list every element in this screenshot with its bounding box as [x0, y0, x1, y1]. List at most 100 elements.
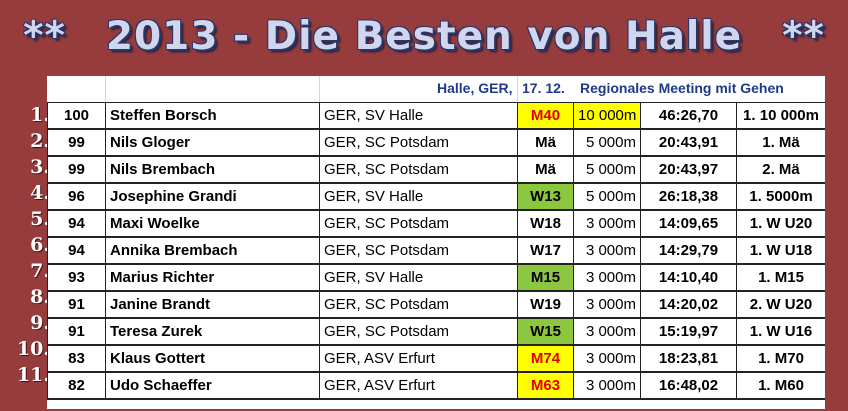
- age-class-cell: M63: [517, 371, 574, 400]
- athlete-name-cell: Maxi Woelke: [105, 209, 320, 238]
- points-cell: 94: [47, 209, 106, 238]
- club-cell: GER, ASV Erfurt: [319, 371, 518, 400]
- title-stars-left: **: [23, 14, 66, 59]
- table-row: 93 Marius Richter GER, SV Halle M15 3 000m 14…: [47, 263, 825, 292]
- placement-cell: 1. 5000m: [736, 182, 825, 211]
- rank-label: 1.: [30, 104, 50, 126]
- time-cell: 14:09,65: [640, 209, 737, 238]
- rank-label: 5.: [30, 208, 50, 230]
- distance-cell: 5 000m: [573, 182, 641, 211]
- table-row: 99 Nils Brembach GER, SC Potsdam Mä 5 000m 20…: [47, 155, 825, 184]
- placement-cell: 1. W U16: [736, 317, 825, 346]
- distance-cell: 3 000m: [573, 317, 641, 346]
- club-cell: GER, SV Halle: [319, 263, 518, 292]
- points-cell: 94: [47, 236, 106, 265]
- age-class-cell: W15: [517, 317, 574, 346]
- age-class-cell: Mä: [517, 128, 574, 157]
- athlete-name-cell: Janine Brandt: [105, 290, 320, 319]
- time-cell: 14:10,40: [640, 263, 737, 292]
- rank-label: 6.: [30, 234, 50, 256]
- distance-cell: 3 000m: [573, 371, 641, 400]
- age-class-cell: M74: [517, 344, 574, 373]
- rank-label: 2.: [30, 130, 50, 152]
- time-cell: 26:18,38: [640, 182, 737, 211]
- table-row: 82 Udo Schaeffer GER, ASV Erfurt M63 3 000m 1…: [47, 371, 825, 400]
- placement-cell: 1. 10 000m: [736, 102, 825, 130]
- points-cell: 82: [47, 371, 106, 400]
- athlete-name-cell: Marius Richter: [105, 263, 320, 292]
- time-cell: 15:19,97: [640, 317, 737, 346]
- table-row: 99 Nils Gloger GER, SC Potsdam Mä 5 000m 20:4…: [47, 128, 825, 157]
- placement-cell: 1. M70: [736, 344, 825, 373]
- club-cell: GER, SC Potsdam: [319, 155, 518, 184]
- time-cell: 14:20,02: [640, 290, 737, 319]
- time-cell: 18:23,81: [640, 344, 737, 373]
- distance-cell: 3 000m: [573, 344, 641, 373]
- rank-label: 4.: [30, 182, 50, 204]
- table-row: 91 Teresa Zurek GER, SC Potsdam W15 3 000m 15…: [47, 317, 825, 346]
- title-stars-right: **: [782, 14, 825, 59]
- points-cell: 100: [47, 102, 106, 130]
- rank-label: 9.: [30, 312, 50, 334]
- rank-label: 3.: [30, 156, 50, 178]
- club-cell: GER, SC Potsdam: [319, 317, 518, 346]
- club-cell: GER, SV Halle: [319, 182, 518, 211]
- meeting-header: Halle, GER, 17. 12. Regionales Meeting m…: [47, 76, 825, 103]
- points-cell: 99: [47, 155, 106, 184]
- distance-cell: 3 000m: [573, 290, 641, 319]
- table-row: 94 Annika Brembach GER, SC Potsdam W17 3 000…: [47, 236, 825, 265]
- club-cell: GER, SC Potsdam: [319, 290, 518, 319]
- club-cell: GER, SV Halle: [319, 102, 518, 130]
- points-cell: 91: [47, 290, 106, 319]
- placement-cell: 1. M15: [736, 263, 825, 292]
- distance-cell: 3 000m: [573, 263, 641, 292]
- club-cell: GER, SC Potsdam: [319, 128, 518, 157]
- time-cell: 20:43,97: [640, 155, 737, 184]
- table-row: 83 Klaus Gottert GER, ASV Erfurt M74 3 000m 1…: [47, 344, 825, 373]
- age-class-cell: W19: [517, 290, 574, 319]
- meeting-date: 17. 12.: [522, 80, 565, 96]
- rank-label: 11.: [16, 364, 50, 386]
- distance-cell: 5 000m: [573, 155, 641, 184]
- meeting-location: Halle, GER,: [437, 80, 513, 96]
- distance-cell: 3 000m: [573, 209, 641, 238]
- placement-cell: 1. Mä: [736, 128, 825, 157]
- results-sheet: Halle, GER, 17. 12. Regionales Meeting m…: [47, 76, 825, 409]
- placement-cell: 1. M60: [736, 371, 825, 400]
- points-cell: 96: [47, 182, 106, 211]
- club-cell: GER, SC Potsdam: [319, 236, 518, 265]
- time-cell: 16:48,02: [640, 371, 737, 400]
- rank-label: 7.: [30, 260, 50, 282]
- age-class-cell: M40: [517, 102, 574, 130]
- time-cell: 20:43,91: [640, 128, 737, 157]
- time-cell: 46:26,70: [640, 102, 737, 130]
- placement-cell: 1. W U18: [736, 236, 825, 265]
- meeting-name: Regionales Meeting mit Gehen: [580, 80, 784, 96]
- club-cell: GER, ASV Erfurt: [319, 344, 518, 373]
- points-cell: 91: [47, 317, 106, 346]
- points-cell: 83: [47, 344, 106, 373]
- title-main: 2013 - Die Besten von Halle: [105, 14, 743, 59]
- placement-cell: 2. W U20: [736, 290, 825, 319]
- athlete-name-cell: Nils Brembach: [105, 155, 320, 184]
- age-class-cell: M15: [517, 263, 574, 292]
- athlete-name-cell: Annika Brembach: [105, 236, 320, 265]
- athlete-name-cell: Teresa Zurek: [105, 317, 320, 346]
- distance-cell: 3 000m: [573, 236, 641, 265]
- placement-cell: 2. Mä: [736, 155, 825, 184]
- table-row: 91 Janine Brandt GER, SC Potsdam W19 3 000m 1…: [47, 290, 825, 319]
- age-class-cell: Mä: [517, 155, 574, 184]
- results-table: 100 Steffen Borsch GER, SV Halle M40 10 000m…: [47, 102, 825, 400]
- points-cell: 99: [47, 128, 106, 157]
- page-title: ** 2013 - Die Besten von Halle **: [0, 2, 848, 72]
- rank-label: 10.: [16, 338, 50, 360]
- age-class-cell: W13: [517, 182, 574, 211]
- athlete-name-cell: Nils Gloger: [105, 128, 320, 157]
- distance-cell: 5 000m: [573, 128, 641, 157]
- table-row: 94 Maxi Woelke GER, SC Potsdam W18 3 000m 14:…: [47, 209, 825, 238]
- table-row: 96 Josephine Grandi GER, SV Halle W13 5 000m…: [47, 182, 825, 211]
- rank-label: 8.: [30, 286, 50, 308]
- athlete-name-cell: Udo Schaeffer: [105, 371, 320, 400]
- athlete-name-cell: Klaus Gottert: [105, 344, 320, 373]
- distance-cell: 10 000m: [573, 102, 641, 130]
